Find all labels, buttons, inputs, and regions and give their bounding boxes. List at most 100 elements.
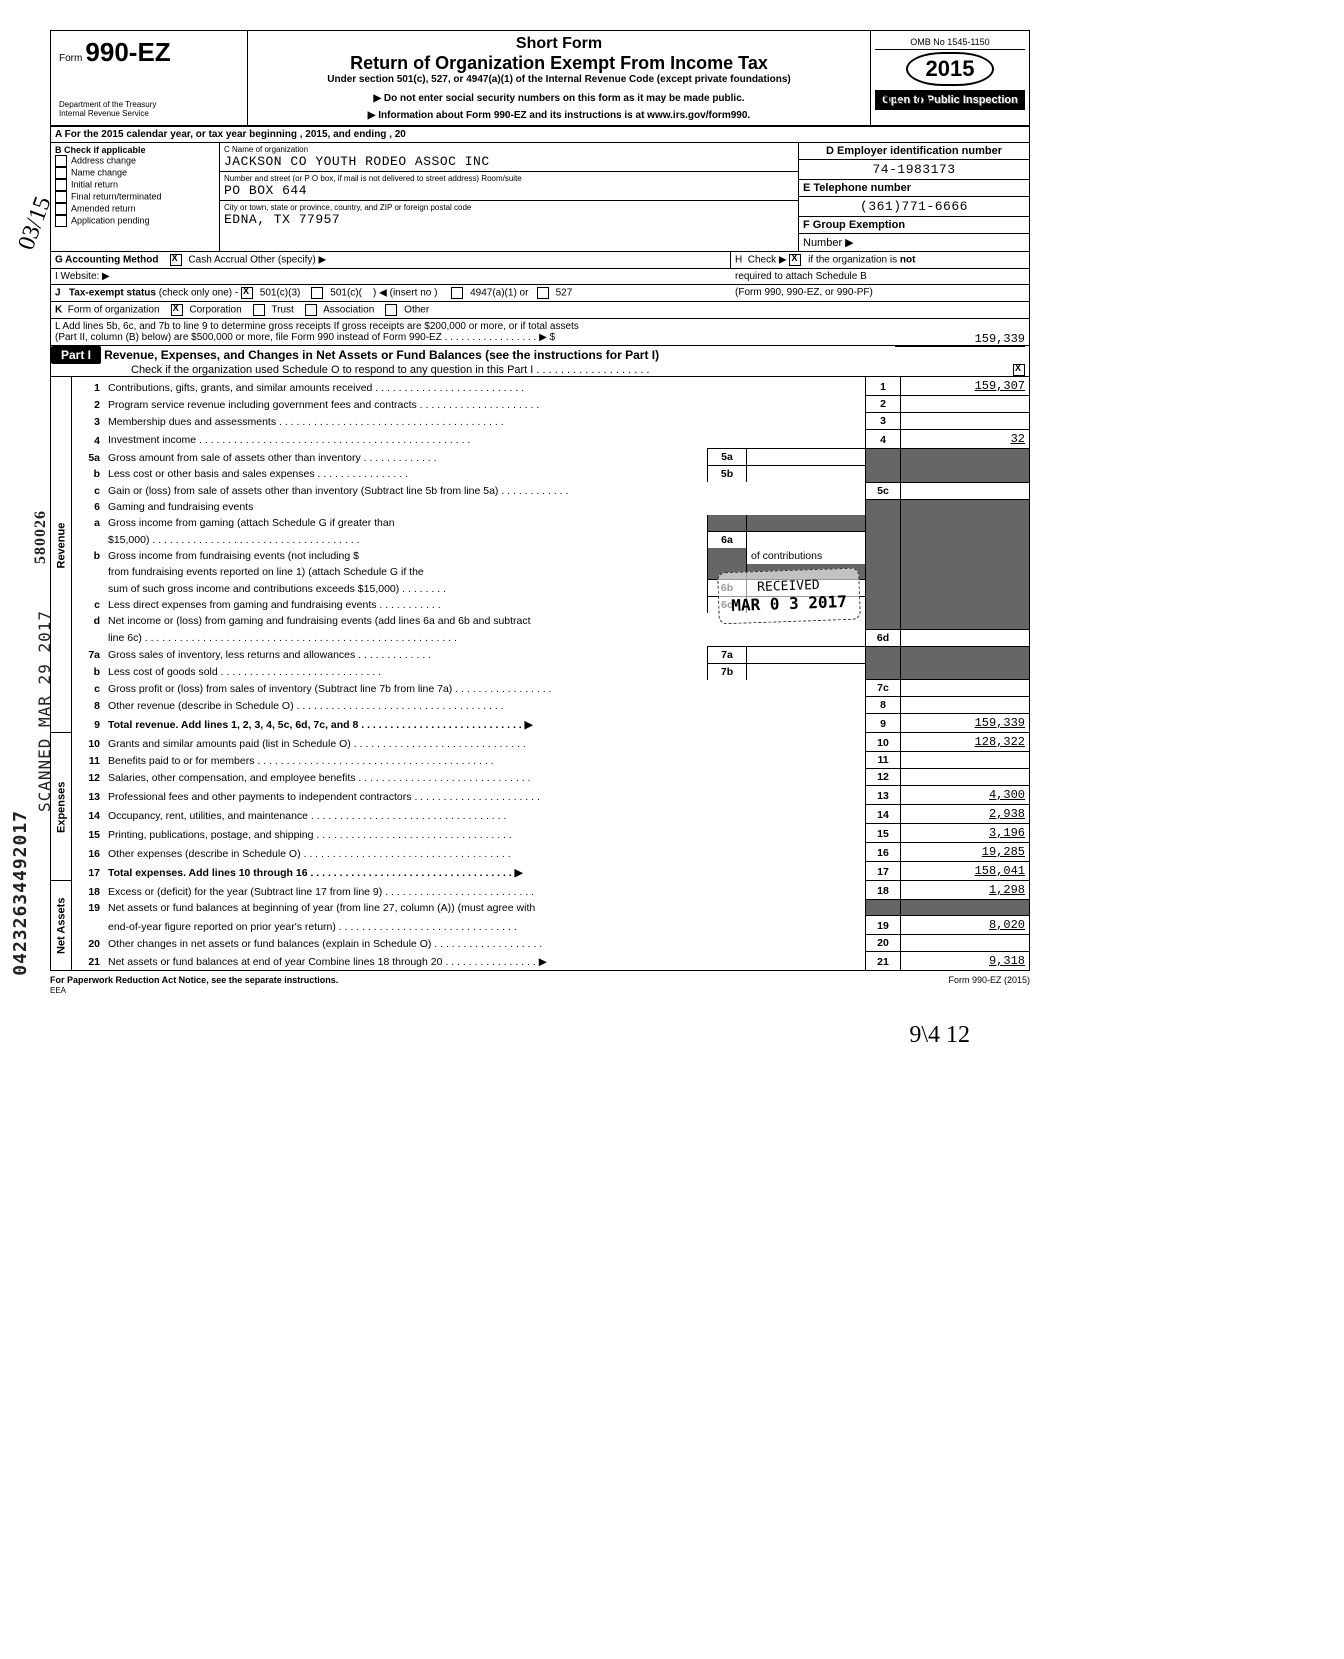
line-6b-desc2: from fundraising events reported on line…: [104, 564, 708, 580]
line-6b-desc1: Gross income from fundraising events (no…: [104, 548, 708, 564]
line-21-amt: 9,318: [901, 952, 1030, 971]
line-4-desc: Investment income . . . . . . . . . . . …: [104, 430, 866, 449]
checkbox-501c3[interactable]: [241, 287, 253, 299]
checkbox-other[interactable]: [385, 304, 397, 316]
line-7a-mid: 7a: [708, 646, 747, 663]
line-13-desc: Professional fees and other payments to …: [104, 786, 866, 805]
checkbox-501c[interactable]: [311, 287, 323, 299]
line-6b-of: of contributions: [747, 548, 866, 564]
col-c-org-info: C Name of organization JACKSON CO YOUTH …: [220, 143, 799, 251]
line-2-num: 2: [866, 396, 901, 413]
vlabel-revenue: Revenue: [51, 377, 72, 714]
line-2-desc: Program service revenue including govern…: [104, 396, 866, 413]
row-l-line1: L Add lines 5b, 6c, and 7b to line 9 to …: [55, 321, 1025, 332]
line-15-desc: Printing, publications, postage, and shi…: [104, 824, 866, 843]
lbl-initial-return: Initial return: [71, 179, 118, 189]
part1-lines-table: Revenue 1 Contributions, gifts, grants, …: [50, 377, 1030, 971]
under-section: Under section 501(c), 527, or 4947(a)(1)…: [252, 74, 866, 85]
checkbox-amended[interactable]: [55, 203, 67, 215]
website: I Website: ▶: [51, 269, 731, 284]
line-11-amt: [901, 752, 1030, 769]
line-6d-num: 6d: [866, 629, 901, 646]
line-4-amt: 32: [901, 430, 1030, 449]
eea-mark: EEA: [50, 986, 66, 995]
form-word: Form: [59, 53, 82, 64]
line-5b-desc: Less cost or other basis and sales expen…: [104, 466, 708, 483]
line-6-desc: Gaming and fundraising events: [104, 499, 866, 515]
line-20-num: 20: [866, 935, 901, 952]
line-6c-desc: Less direct expenses from gaming and fun…: [104, 597, 708, 614]
line-1-amt: 159,307: [901, 377, 1030, 396]
part1-header-row: Part I Revenue, Expenses, and Changes in…: [50, 346, 1030, 377]
line-5a-desc: Gross amount from sale of assets other t…: [104, 449, 708, 466]
checkbox-app-pending[interactable]: [55, 215, 67, 227]
line-20-desc: Other changes in net assets or fund bala…: [104, 935, 866, 952]
row-g: G Accounting Method Cash Accrual Other (…: [50, 252, 1030, 269]
gross-receipts: 159,339: [895, 332, 1025, 347]
line-19-desc1: Net assets or fund balances at beginning…: [104, 900, 866, 916]
line-17-num: 17: [866, 862, 901, 881]
line-12-desc: Salaries, other compensation, and employ…: [104, 769, 866, 786]
line-12-amt: [901, 769, 1030, 786]
checkbox-schedule-o[interactable]: [1013, 364, 1025, 376]
line-13-num: 13: [866, 786, 901, 805]
lbl-address-change: Address change: [71, 155, 136, 165]
line-3-amt: [901, 413, 1030, 430]
line-21-desc: Net assets or fund balances at end of ye…: [104, 952, 866, 971]
handwritten-note: 1510: [882, 90, 930, 117]
group-exemption-number: Number ▶: [799, 234, 1029, 251]
ein: 74-1983173: [799, 160, 1029, 180]
col-b-checkboxes: B Check if applicable Address change Nam…: [51, 143, 220, 251]
org-city: EDNA, TX 77957: [224, 212, 794, 227]
checkbox-final-return[interactable]: [55, 191, 67, 203]
checkbox-address-change[interactable]: [55, 155, 67, 167]
dln-stamp: 04232634492017: [10, 810, 31, 976]
line-6d-amt: [901, 629, 1030, 646]
line-18-amt: 1,298: [901, 881, 1030, 900]
checkbox-h[interactable]: [789, 254, 801, 266]
line-9-amt: 159,339: [901, 714, 1030, 733]
lbl-h-check: H Check ▶: [735, 255, 789, 266]
checkbox-initial-return[interactable]: [55, 179, 67, 191]
checkbox-name-change[interactable]: [55, 167, 67, 179]
line-18-desc: Excess or (deficit) for the year (Subtra…: [104, 881, 866, 900]
lbl-final-return: Final return/terminated: [71, 191, 162, 201]
checkbox-trust[interactable]: [253, 304, 265, 316]
lbl-address: Number and street (or P O box, if mail i…: [224, 174, 794, 183]
lbl-app-pending: Application pending: [71, 215, 150, 225]
line-13-amt: 4,300: [901, 786, 1030, 805]
part1-tag: Part I: [51, 346, 101, 364]
line-5c-num: 5c: [866, 482, 901, 499]
line-6d-desc2: line 6c) . . . . . . . . . . . . . . . .…: [104, 629, 866, 646]
line-8-desc: Other revenue (describe in Schedule O) .…: [104, 697, 866, 714]
line-6a-mid: 6a: [708, 531, 747, 548]
line-1-num: 1: [866, 377, 901, 396]
row-k: K Form of organization Corporation Trust…: [50, 302, 1030, 319]
line-21-num: 21: [866, 952, 901, 971]
omb-number: OMB No 1545-1150: [875, 35, 1025, 50]
form-number: 990-EZ: [85, 37, 170, 67]
irs-label: Internal Revenue Service: [59, 109, 239, 118]
line-5c-amt: [901, 482, 1030, 499]
line-18-num: 18: [866, 881, 901, 900]
vlabel-net-assets: Net Assets: [51, 881, 72, 971]
line-10-desc: Grants and similar amounts paid (list in…: [104, 733, 866, 752]
checkbox-association[interactable]: [305, 304, 317, 316]
checkbox-corporation[interactable]: [171, 304, 183, 316]
handwritten-bottom: 9\4 12: [909, 1022, 970, 1049]
line-2-amt: [901, 396, 1030, 413]
row-l: L Add lines 5b, 6c, and 7b to line 9 to …: [50, 319, 1030, 346]
row-l-line2: (Part II, column (B) below) are $500,000…: [55, 332, 555, 343]
line-5c-desc: Gain or (loss) from sale of assets other…: [104, 482, 866, 499]
checkbox-527[interactable]: [537, 287, 549, 299]
line-9-num: 9: [866, 714, 901, 733]
form-ref-bottom: Form 990-EZ (2015): [948, 975, 1030, 985]
line-1-desc: Contributions, gifts, grants, and simila…: [104, 377, 866, 396]
page-footer: For Paperwork Reduction Act Notice, see …: [50, 971, 1030, 999]
checkbox-cash[interactable]: [170, 254, 182, 266]
row-i: I Website: ▶ required to attach Schedule…: [50, 269, 1030, 285]
title-return: Return of Organization Exempt From Incom…: [252, 53, 866, 74]
line-10-amt: 128,322: [901, 733, 1030, 752]
line-15-num: 15: [866, 824, 901, 843]
checkbox-4947[interactable]: [451, 287, 463, 299]
